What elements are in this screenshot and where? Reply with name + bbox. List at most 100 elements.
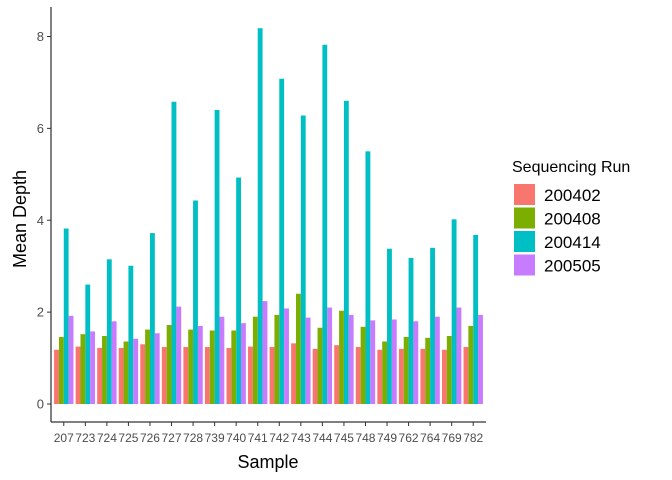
bar-200414-782 bbox=[473, 234, 479, 404]
y-tick-label: 2 bbox=[37, 305, 44, 320]
bar-200408-740 bbox=[231, 330, 237, 404]
x-tick-label: 723 bbox=[75, 431, 95, 445]
x-tick-label: 727 bbox=[162, 431, 182, 445]
bar-200402-727 bbox=[161, 347, 167, 404]
bar-200505-769 bbox=[456, 307, 462, 404]
y-axis-ticks: 0 2 4 6 8 bbox=[37, 29, 51, 412]
bar-200408-764 bbox=[425, 337, 431, 404]
x-tick-label: 748 bbox=[355, 431, 375, 445]
bar-200402-726 bbox=[140, 344, 146, 404]
x-tick-label: 740 bbox=[226, 431, 246, 445]
y-tick-label: 4 bbox=[37, 213, 44, 228]
bar-200402-749 bbox=[377, 349, 383, 404]
bar-200505-749 bbox=[391, 319, 397, 404]
x-tick-label: 742 bbox=[269, 431, 289, 445]
bar-200414-742 bbox=[279, 78, 285, 404]
bar-200408-726 bbox=[145, 329, 150, 404]
bar-200505-741 bbox=[262, 301, 268, 404]
bar-200414-207 bbox=[63, 228, 69, 404]
bar-200408-749 bbox=[382, 341, 388, 404]
bar-200505-207 bbox=[68, 315, 74, 404]
legend-key-200505 bbox=[514, 254, 535, 276]
bar-200408-762 bbox=[403, 336, 409, 404]
x-tick-label: 739 bbox=[205, 431, 225, 445]
legend-title: Sequencing Run bbox=[512, 159, 630, 176]
bar-200505-728 bbox=[197, 325, 203, 404]
x-axis-ticks: 207 723 724 725 726 727 728 739 740 741 742 743 744 7… bbox=[54, 422, 484, 445]
bar-200414-728 bbox=[193, 200, 198, 404]
x-tick-label: 728 bbox=[183, 431, 203, 445]
y-tick-label: 6 bbox=[37, 121, 44, 136]
y-tick-label: 8 bbox=[37, 29, 44, 44]
legend-label-200505: 200505 bbox=[544, 257, 601, 276]
bar-200408-748 bbox=[360, 326, 366, 404]
bar-200414-769 bbox=[451, 219, 457, 404]
bar-200414-740 bbox=[236, 177, 242, 404]
legend-key-200402 bbox=[514, 184, 535, 205]
x-tick-label: 744 bbox=[312, 431, 332, 445]
bar-200505-762 bbox=[413, 321, 419, 404]
bar-200414-744 bbox=[322, 44, 328, 405]
bar-200402-769 bbox=[441, 349, 447, 404]
bar-200402-740 bbox=[226, 347, 232, 404]
y-axis-title: Mean Depth bbox=[10, 170, 30, 268]
bar-200505-740 bbox=[241, 323, 246, 404]
bar-200505-742 bbox=[284, 308, 289, 404]
bar-200408-745 bbox=[339, 310, 344, 404]
bar-200402-741 bbox=[248, 346, 253, 404]
bar-200402-762 bbox=[398, 348, 404, 405]
bar-200408-739 bbox=[209, 330, 215, 404]
bar-200402-724 bbox=[97, 347, 103, 404]
bar-200402-723 bbox=[75, 346, 81, 404]
bar-200402-748 bbox=[355, 347, 361, 404]
bar-200414-762 bbox=[408, 257, 414, 404]
x-tick-label: 749 bbox=[377, 431, 397, 445]
x-tick-label: 207 bbox=[54, 431, 74, 445]
bar-200402-743 bbox=[291, 343, 296, 404]
bar-200408-723 bbox=[80, 334, 86, 404]
bar-200505-739 bbox=[219, 316, 225, 404]
bar-200414-724 bbox=[106, 259, 112, 404]
legend-key-200408 bbox=[514, 207, 535, 229]
bar-200414-745 bbox=[343, 100, 349, 404]
bar-200402-728 bbox=[183, 347, 189, 404]
x-tick-label: 726 bbox=[140, 431, 160, 445]
legend: Sequencing Run 200402 200408 200414 200505 bbox=[512, 159, 630, 276]
legend-label-200414: 200414 bbox=[544, 233, 601, 252]
bar-200408-725 bbox=[123, 341, 129, 404]
x-tick-label: 782 bbox=[463, 431, 483, 445]
bar-200414-723 bbox=[85, 284, 91, 404]
bar-200408-782 bbox=[468, 325, 474, 404]
bar-200414-727 bbox=[171, 101, 177, 404]
bar-200402-742 bbox=[269, 347, 275, 404]
bar-200505-725 bbox=[133, 338, 139, 404]
bar-200505-782 bbox=[478, 314, 483, 404]
bar-200414-748 bbox=[365, 151, 371, 404]
legend-label-200402: 200402 bbox=[544, 186, 601, 205]
bar-200505-764 bbox=[434, 316, 440, 404]
bar-200402-744 bbox=[312, 348, 318, 405]
legend-label-200408: 200408 bbox=[544, 210, 601, 229]
x-tick-label: 743 bbox=[291, 431, 311, 445]
x-tick-label: 769 bbox=[442, 431, 462, 445]
x-tick-label: 745 bbox=[334, 431, 354, 445]
bar-200505-726 bbox=[154, 333, 160, 404]
x-tick-label: 724 bbox=[97, 431, 117, 445]
bar-200414-725 bbox=[128, 265, 134, 404]
bar-200408-727 bbox=[166, 324, 172, 404]
bar-200505-727 bbox=[176, 306, 182, 404]
bar-200402-782 bbox=[463, 347, 469, 404]
bar-200402-764 bbox=[420, 348, 426, 405]
bar-200414-749 bbox=[387, 248, 392, 404]
x-tick-label: 725 bbox=[118, 431, 138, 445]
bar-200402-745 bbox=[334, 345, 340, 404]
bar-200505-743 bbox=[305, 317, 311, 404]
bar-200408-769 bbox=[446, 336, 452, 404]
legend-key-200414 bbox=[514, 231, 535, 252]
bar-200408-207 bbox=[58, 336, 64, 404]
x-axis-title: Sample bbox=[237, 452, 298, 472]
bar-200414-741 bbox=[257, 28, 263, 404]
bar-200505-748 bbox=[370, 320, 376, 404]
bar-200414-764 bbox=[430, 247, 435, 404]
